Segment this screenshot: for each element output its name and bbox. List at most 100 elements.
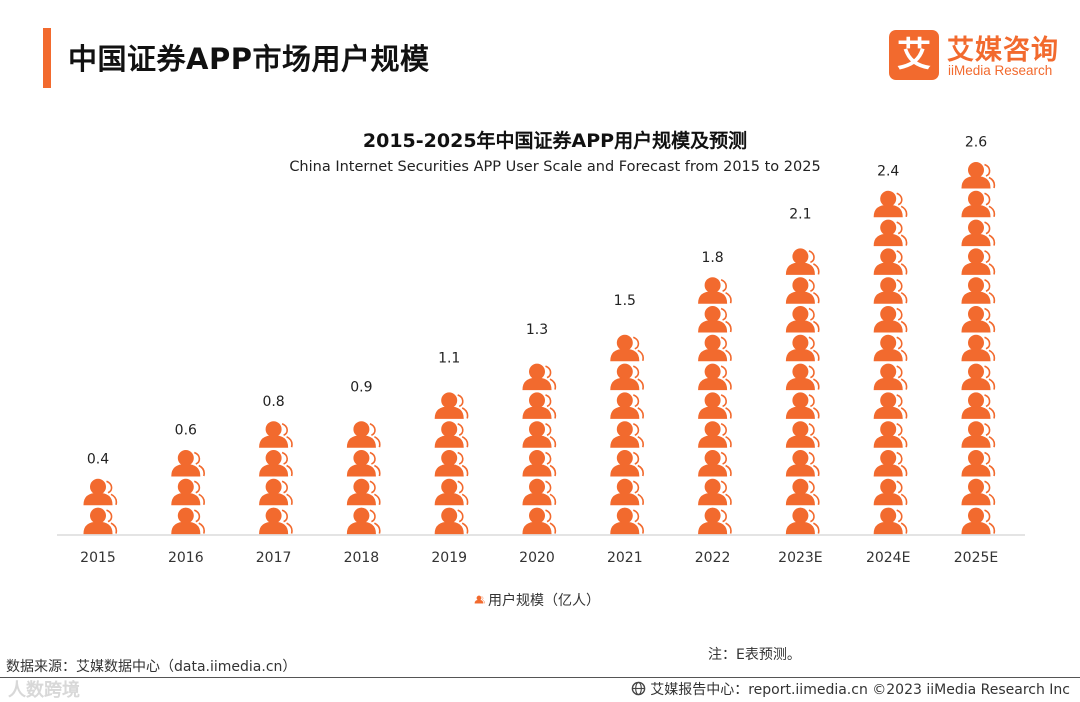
- person-icon: [961, 334, 996, 362]
- logo-en-text: iiMedia Research: [948, 63, 1053, 78]
- value-label: 0.9: [350, 379, 372, 395]
- x-tick-label: 2016: [168, 550, 204, 566]
- chart-legend: 用户规模（亿人）: [473, 590, 600, 610]
- x-tick-label: 2020: [519, 550, 555, 566]
- person-icon: [522, 392, 557, 420]
- logo-cn-text: 艾媒咨询: [947, 35, 1059, 66]
- person-icon: [961, 392, 996, 420]
- person-icon: [697, 507, 732, 535]
- person-icon: [697, 363, 732, 391]
- legend-label: 用户规模（亿人）: [488, 593, 600, 609]
- bar-2016: [170, 449, 205, 535]
- x-tick-label: 2025E: [954, 550, 998, 566]
- person-icon: [873, 305, 908, 333]
- person-icon: [697, 478, 732, 506]
- footer-text: 艾媒报告中心：report.iimedia.cn ©2023 iiMedia R…: [650, 682, 1070, 698]
- person-icon: [346, 449, 381, 477]
- person-icon: [258, 507, 293, 535]
- person-icon: [873, 219, 908, 247]
- value-label: 0.8: [262, 394, 284, 410]
- bar-2018: [346, 405, 381, 535]
- x-tick-label: 2021: [607, 550, 643, 566]
- bar-2023E: [785, 232, 820, 535]
- person-icon: [873, 507, 908, 535]
- person-icon: [785, 276, 820, 305]
- person-icon: [785, 449, 820, 477]
- person-icon: [434, 478, 469, 506]
- person-icon: [609, 363, 644, 391]
- x-tick-label: 2018: [344, 550, 380, 566]
- legend-person-icon: [473, 593, 485, 606]
- bar-2019: [434, 376, 469, 535]
- person-icon: [697, 420, 732, 449]
- person-icon: [785, 478, 820, 506]
- person-icon: [873, 190, 908, 218]
- chart-subtitle: China Internet Securities APP User Scale…: [289, 159, 821, 175]
- person-icon: [697, 449, 732, 477]
- person-icon: [609, 449, 644, 477]
- x-tick-label: 2019: [431, 550, 467, 566]
- person-icon: [434, 420, 469, 449]
- person-icon-partial: [522, 347, 557, 362]
- person-icon: [170, 507, 205, 535]
- person-icon: [434, 392, 469, 420]
- person-icon: [170, 449, 205, 477]
- person-icon-partial: [609, 319, 644, 333]
- bar-2024E: [873, 190, 908, 535]
- value-label: 2.6: [965, 135, 987, 151]
- person-icon: [258, 478, 293, 506]
- value-label: 1.3: [526, 322, 548, 338]
- person-icon: [785, 507, 820, 535]
- value-label: 0.6: [175, 423, 197, 439]
- person-icon: [873, 449, 908, 477]
- person-icon: [961, 420, 996, 449]
- person-icon: [873, 334, 908, 362]
- person-icon: [346, 507, 381, 535]
- person-icon: [522, 449, 557, 477]
- person-icon: [961, 507, 996, 535]
- person-icon: [522, 478, 557, 506]
- person-icon: [785, 420, 820, 449]
- person-icon: [873, 420, 908, 449]
- bar-2020: [522, 347, 557, 535]
- chart-title: 2015-2025年中国证券APP用户规模及预测: [362, 130, 748, 152]
- person-icon: [434, 507, 469, 535]
- value-label: 2.4: [877, 163, 899, 179]
- person-icon: [785, 305, 820, 333]
- person-icon: [873, 248, 908, 276]
- person-icon: [697, 392, 732, 420]
- person-icon: [961, 305, 996, 333]
- value-label: 0.4: [87, 451, 109, 467]
- iimedia-logo: 艾 艾媒咨询 iiMedia Research: [889, 30, 1064, 82]
- value-label: 1.8: [701, 250, 723, 266]
- person-icon: [697, 334, 732, 362]
- footer: 艾媒报告中心：report.iimedia.cn ©2023 iiMedia R…: [631, 679, 1070, 699]
- person-icon: [961, 248, 996, 276]
- logo-mark: 艾: [889, 30, 939, 80]
- person-icon: [434, 449, 469, 477]
- person-icon-partial: [785, 232, 820, 247]
- title-accent-bar: [43, 28, 51, 88]
- person-icon: [785, 248, 820, 276]
- person-icon: [785, 334, 820, 362]
- person-icon: [697, 276, 732, 305]
- person-icon: [522, 363, 557, 391]
- person-icon: [785, 392, 820, 420]
- person-icon: [170, 478, 205, 506]
- person-icon: [609, 392, 644, 420]
- person-icon: [873, 392, 908, 420]
- globe-icon: [631, 681, 646, 696]
- bar-2021: [609, 319, 644, 535]
- person-icon: [609, 478, 644, 506]
- page-title: 中国证券APP市场用户规模: [68, 42, 430, 76]
- person-icon: [609, 420, 644, 449]
- person-icon: [961, 276, 996, 305]
- value-label: 1.1: [438, 351, 460, 367]
- person-icon: [522, 420, 557, 449]
- footer-divider: [0, 677, 1080, 678]
- x-tick-label: 2017: [256, 550, 292, 566]
- bar-2022: [697, 276, 732, 535]
- person-icon: [609, 334, 644, 362]
- person-icon: [609, 507, 644, 535]
